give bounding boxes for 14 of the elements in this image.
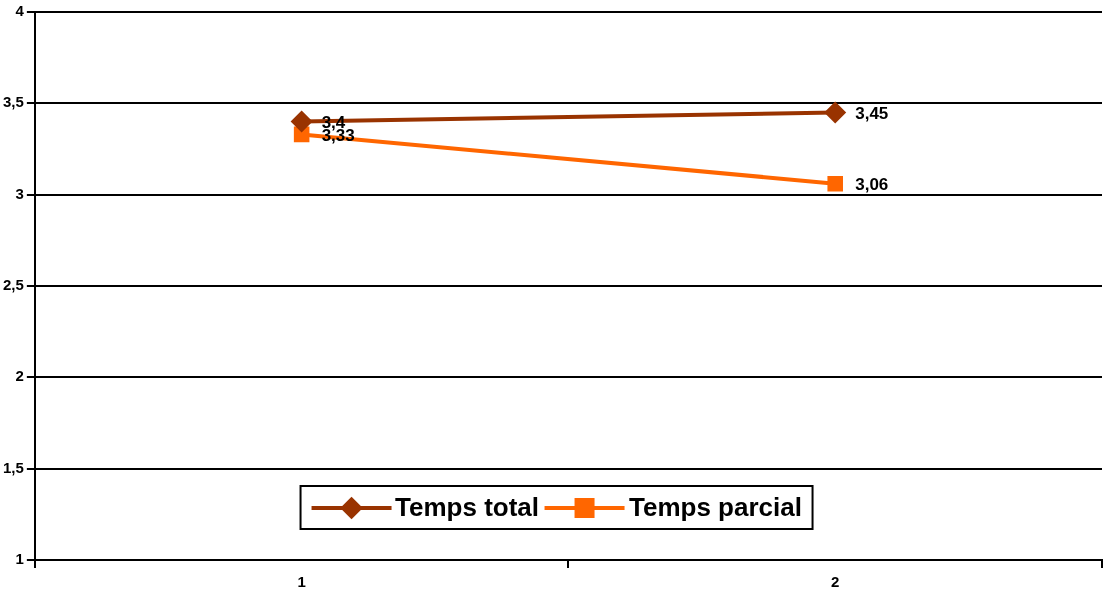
- legend-label: Temps parcial: [629, 492, 802, 523]
- y-tick-label: 3,5: [2, 93, 24, 111]
- legend-label: Temps total: [395, 492, 540, 523]
- point: [824, 101, 847, 124]
- y-tick-label: 2: [15, 367, 24, 385]
- y-tick-label: 1: [15, 550, 24, 568]
- data-label: 3,06: [855, 175, 889, 195]
- data-label: 3,45: [855, 104, 889, 124]
- y-tick-label: 3: [15, 184, 24, 202]
- y-tick-label: 2,5: [2, 276, 24, 294]
- point: [827, 175, 843, 192]
- y-tick-label: 1,5: [2, 458, 24, 476]
- y-tick-label: 4: [15, 2, 25, 20]
- point: [290, 110, 313, 133]
